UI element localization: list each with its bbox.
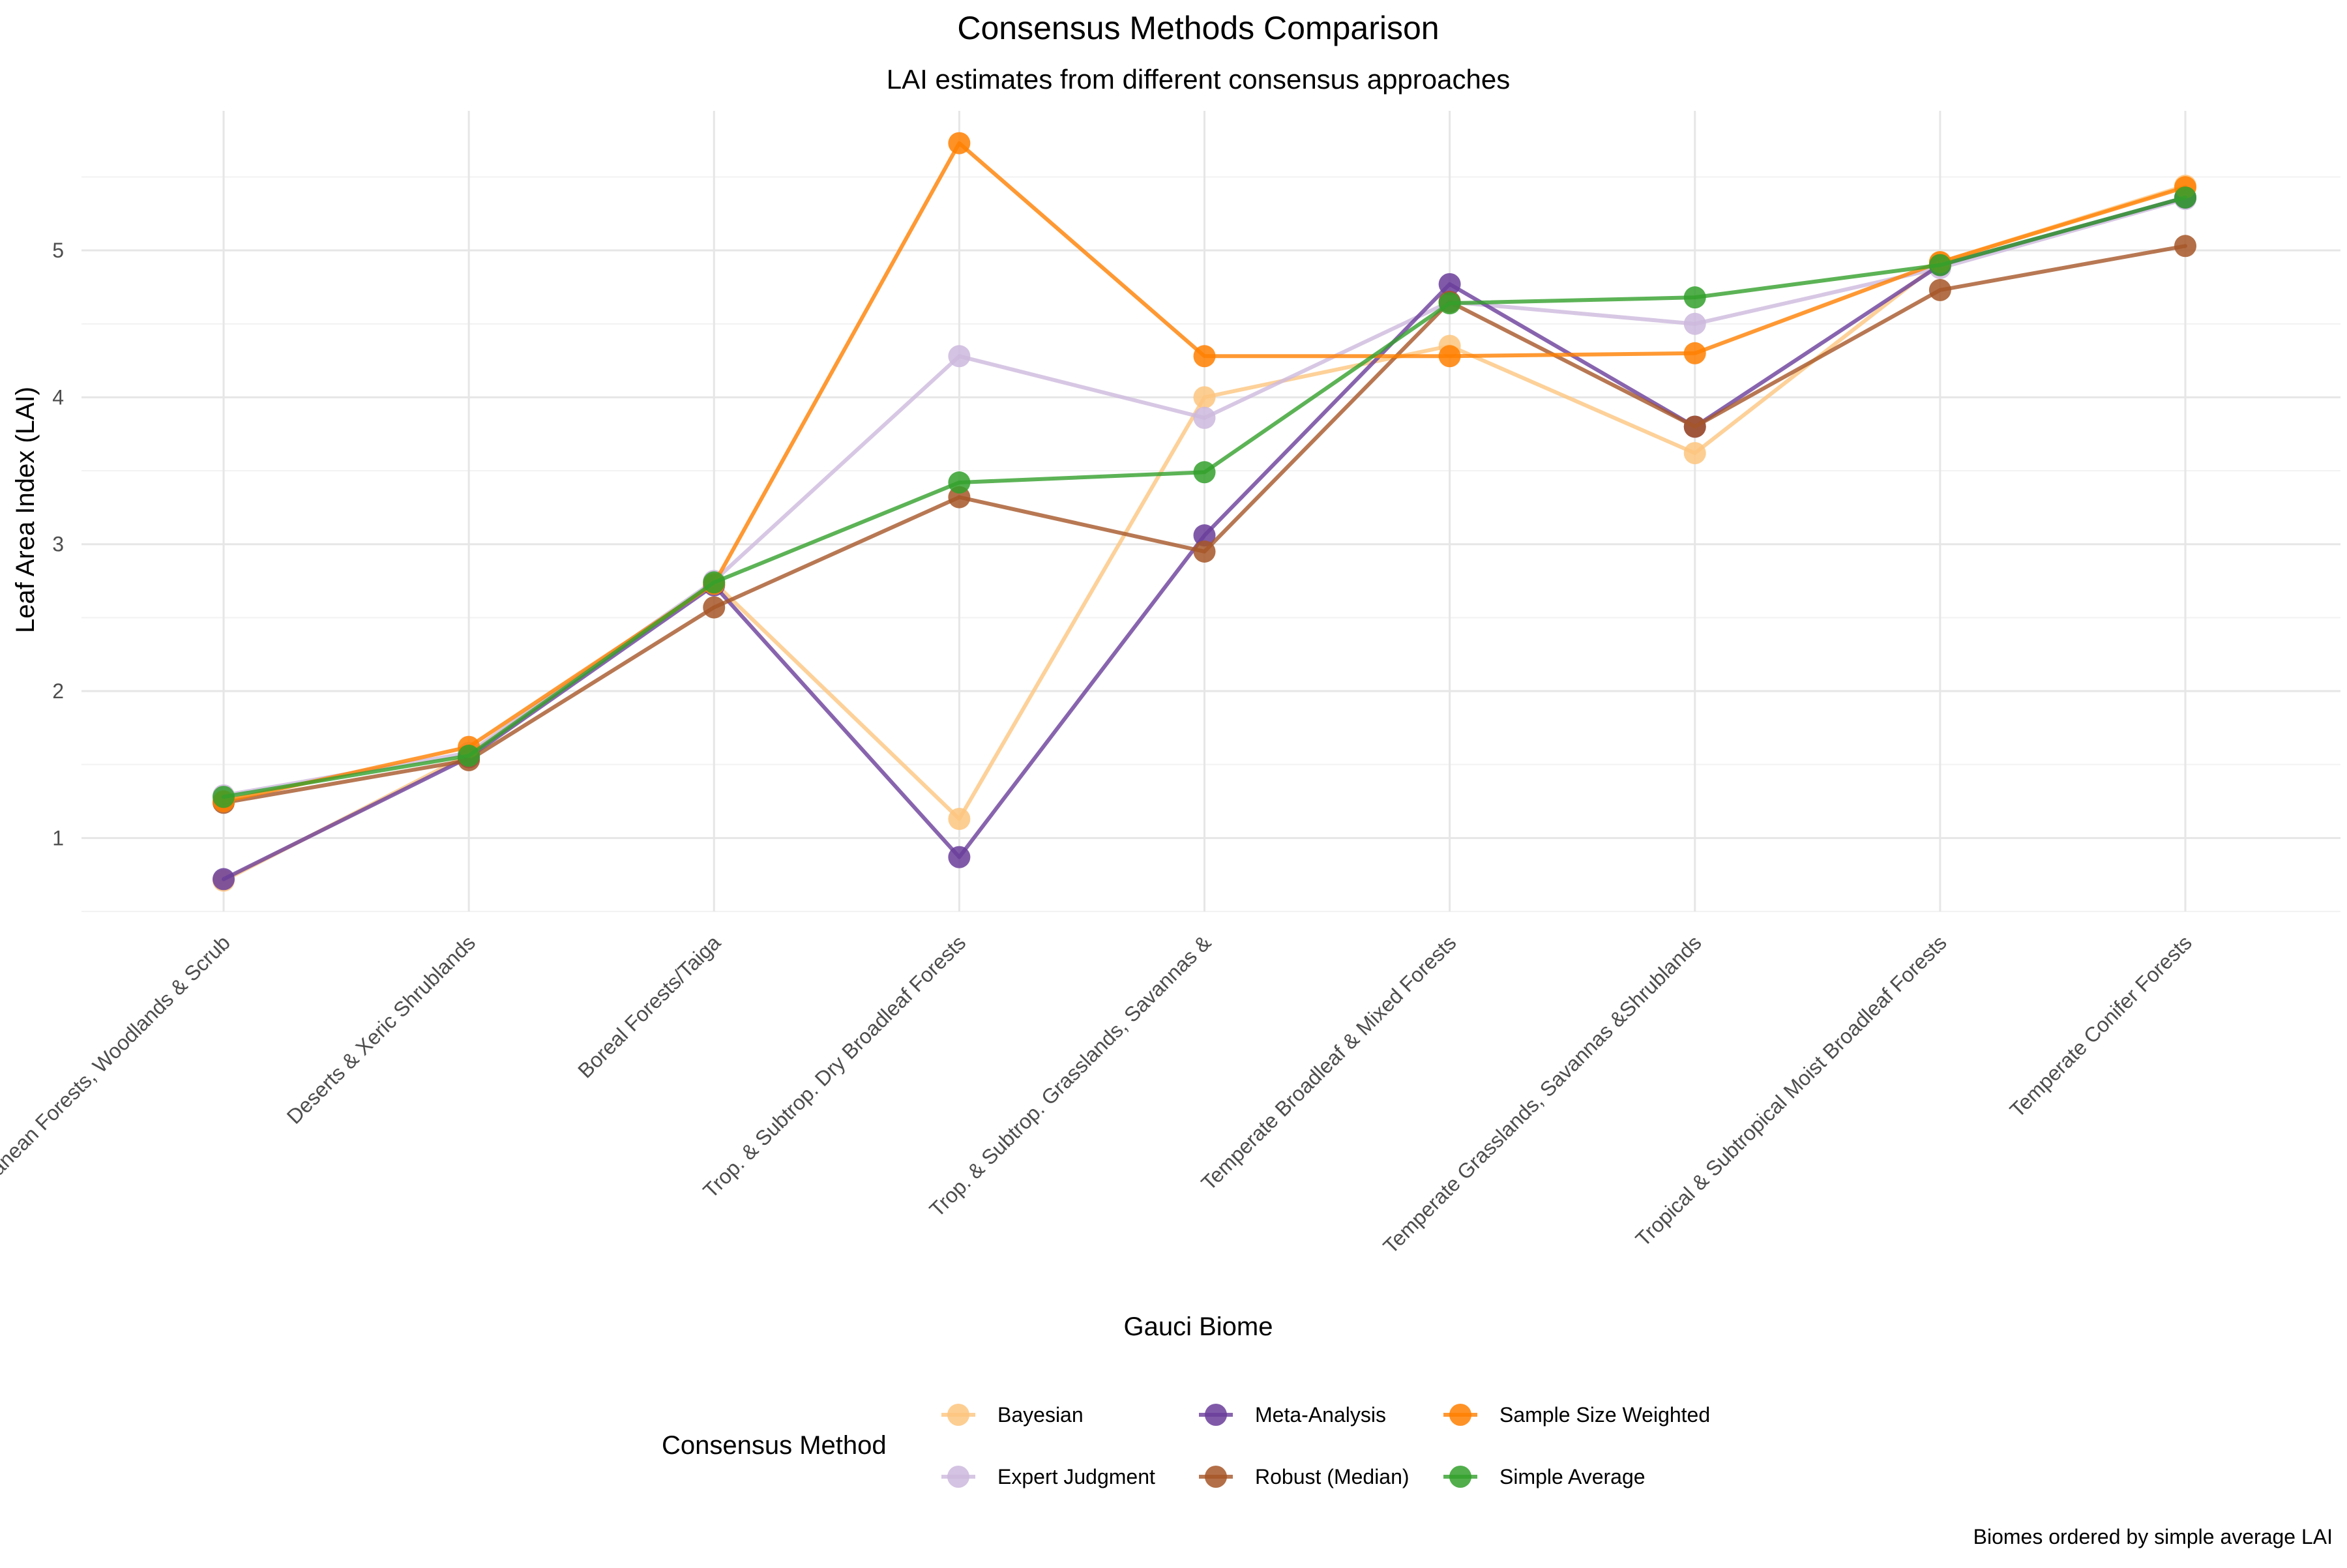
data-point [703, 596, 726, 619]
data-point [2174, 186, 2196, 209]
legend: Consensus Method Bayesian Expert Judgment… [662, 1403, 1710, 1488]
data-point [1928, 254, 1951, 276]
data-point [948, 808, 971, 831]
y-tick-label: 4 [52, 385, 64, 409]
data-point [1193, 345, 1216, 368]
data-point [703, 571, 726, 594]
data-point [213, 868, 235, 891]
legend-label: Expert Judgment [997, 1465, 1155, 1488]
legend-label: Robust (Median) [1255, 1465, 1410, 1488]
data-point [458, 745, 480, 767]
legend-label: Meta-Analysis [1255, 1403, 1386, 1427]
data-point [2174, 235, 2196, 258]
y-tick-label: 3 [52, 533, 64, 556]
legend-key-point [1205, 1404, 1227, 1426]
data-point [948, 345, 971, 368]
legend-title: Consensus Method [662, 1431, 887, 1460]
data-point [1683, 312, 1706, 335]
legend-key-point [1449, 1466, 1471, 1488]
x-axis-title: Gauci Biome [1124, 1312, 1273, 1341]
y-tick-label: 1 [52, 826, 64, 850]
data-point [1438, 273, 1461, 295]
chart-caption: Biomes ordered by simple average LAI [1973, 1525, 2333, 1548]
chart-subtitle: LAI estimates from different consensus a… [887, 64, 1510, 95]
chart-title: Consensus Methods Comparison [957, 10, 1439, 46]
data-point [1193, 461, 1216, 484]
data-point [1193, 540, 1216, 563]
data-point [1683, 342, 1706, 364]
data-point [1193, 386, 1216, 409]
legend-key-point [1205, 1466, 1227, 1488]
data-point [1193, 524, 1216, 547]
data-point [1683, 441, 1706, 464]
legend-label: Sample Size Weighted [1499, 1403, 1710, 1427]
series-layer [213, 132, 2196, 892]
legend-label: Bayesian [997, 1403, 1084, 1427]
data-point [1438, 345, 1461, 368]
y-tick-label: 5 [52, 239, 64, 262]
data-point [948, 471, 971, 494]
data-point [1683, 415, 1706, 438]
y-tick-label: 2 [52, 679, 64, 703]
data-point [1683, 286, 1706, 309]
legend-key-point [947, 1404, 969, 1426]
y-axis-title: Leaf Area Index (LAI) [11, 387, 40, 633]
data-point [1438, 292, 1461, 315]
data-point [213, 786, 235, 808]
data-point [1193, 406, 1216, 429]
legend-label: Simple Average [1499, 1465, 1646, 1488]
data-point [948, 846, 971, 868]
data-point [948, 132, 971, 155]
legend-key-point [1449, 1404, 1471, 1426]
data-point [1928, 278, 1951, 301]
legend-key-point [947, 1466, 969, 1488]
